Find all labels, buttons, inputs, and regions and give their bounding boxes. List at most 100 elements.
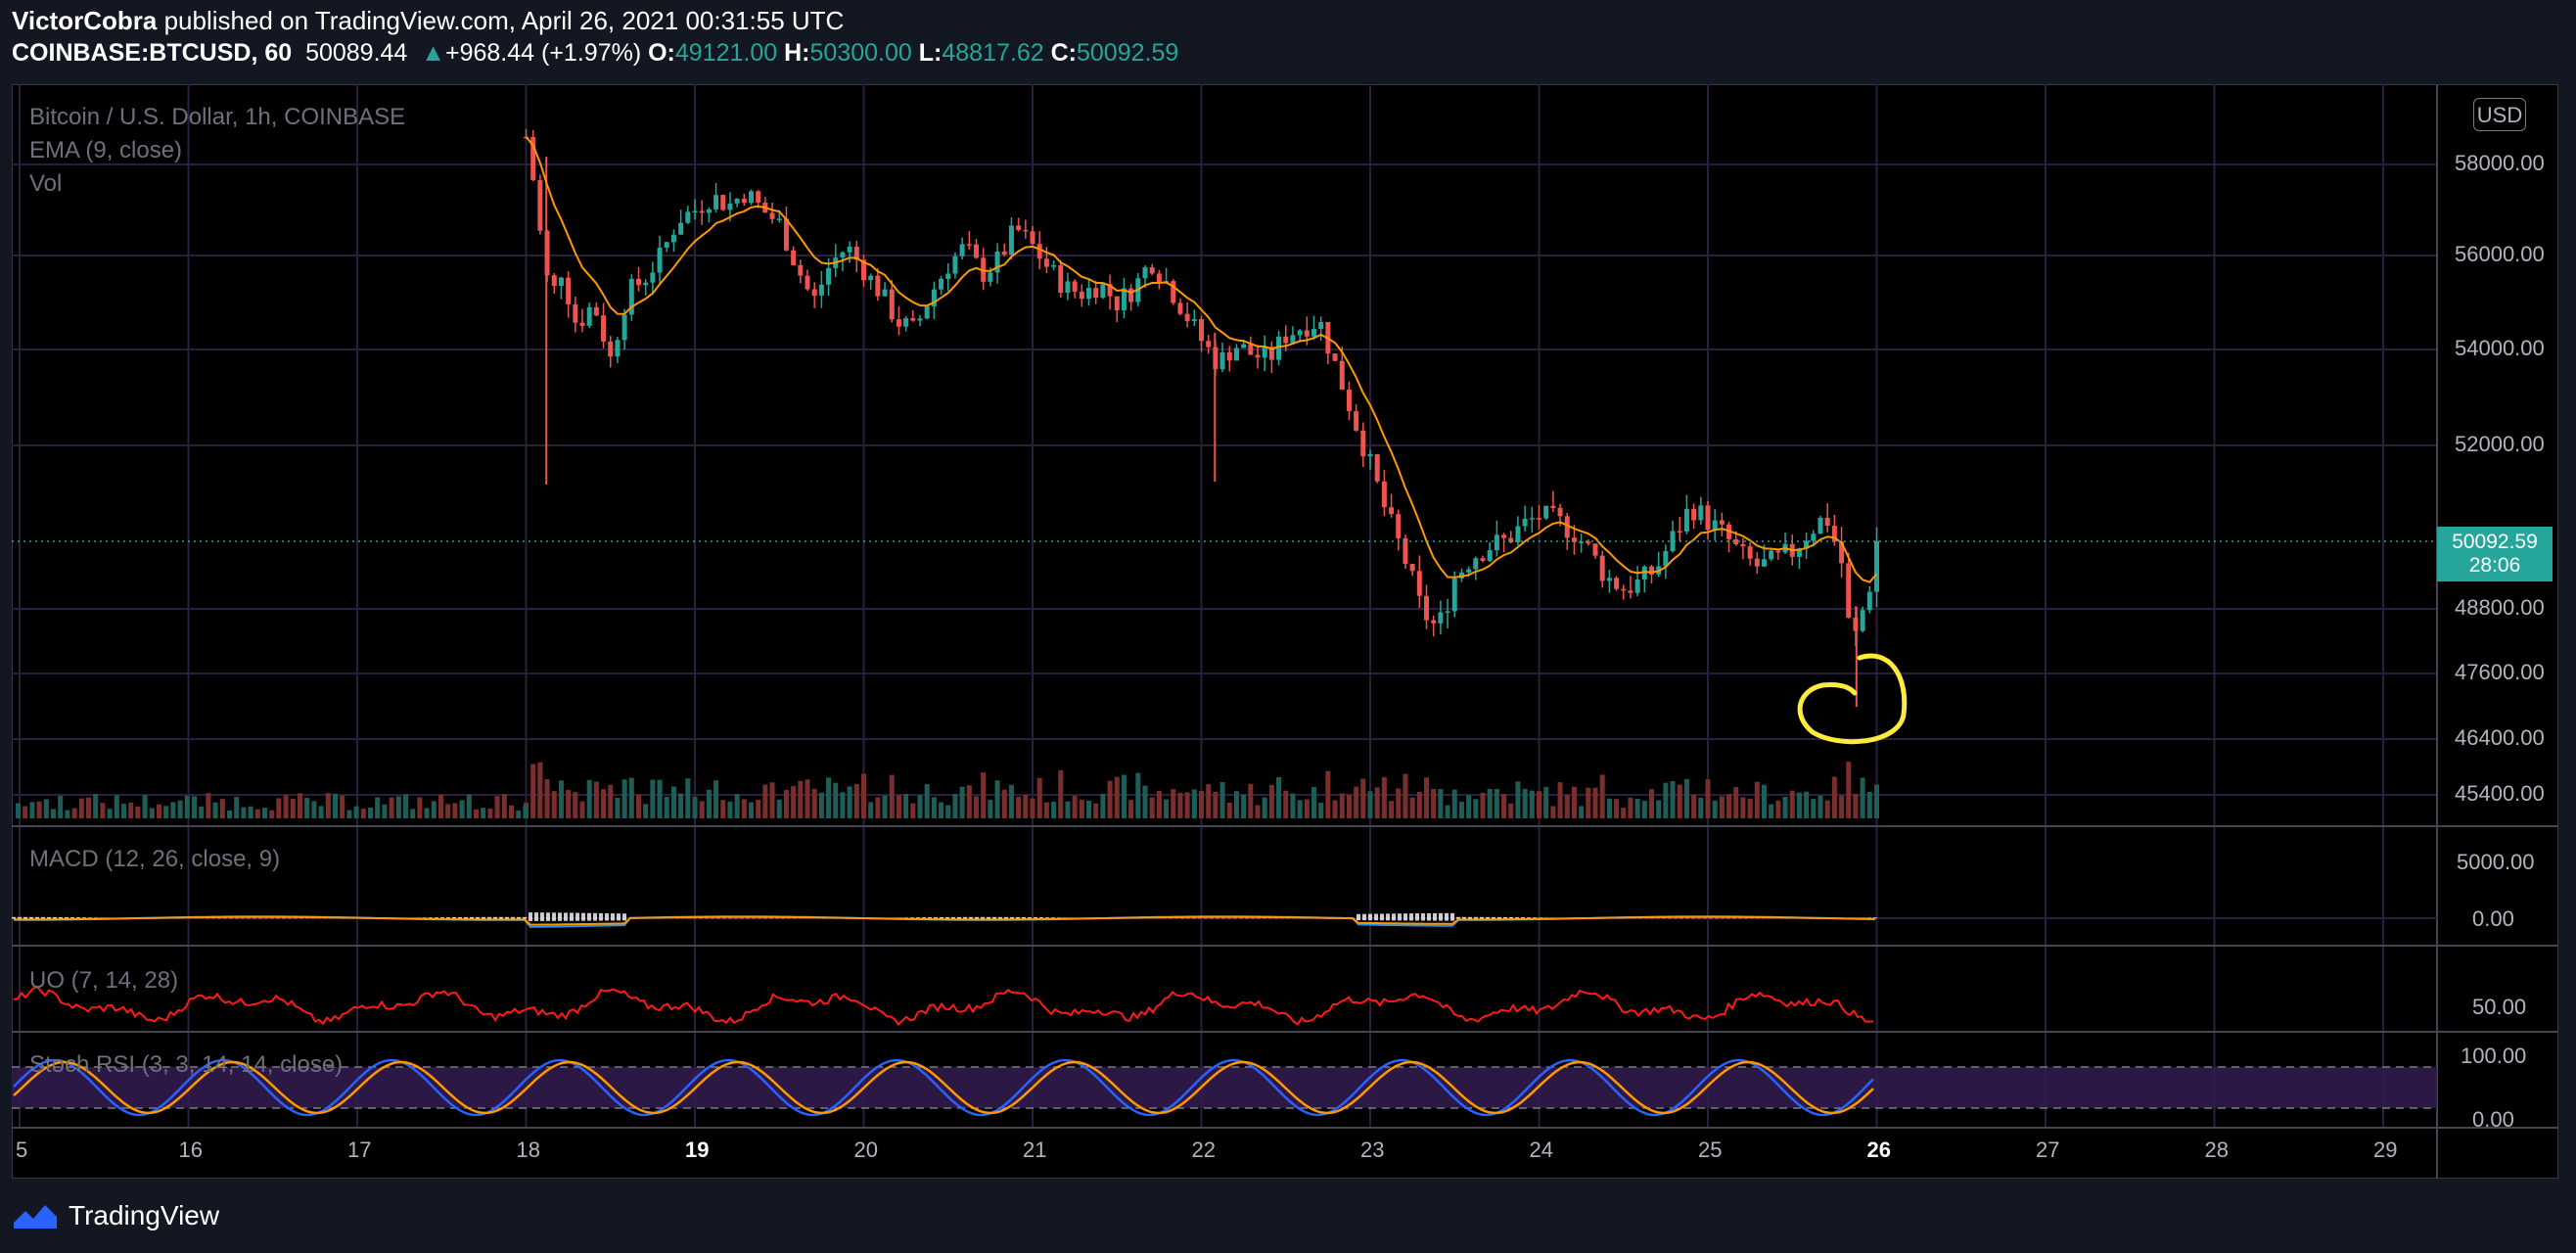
candle-body [853,247,859,260]
candle-body [1866,591,1872,611]
volume-bar [699,801,705,818]
publish-info: VictorCobra published on TradingView.com… [12,6,844,36]
volume-bar [1381,776,1387,818]
candle-body [657,248,663,273]
candle-body [1001,252,1007,255]
candle-body [1550,505,1556,508]
volume-bar [1219,781,1225,818]
volume-bar [798,780,804,818]
macd-histogram-bar [253,916,256,919]
volume-bar [1072,795,1078,818]
volume-bar [952,793,958,818]
volume-bar [1023,795,1029,818]
volume-bar [1431,788,1437,818]
candle-body [692,210,698,213]
candle-body [1614,578,1620,589]
macd-histogram-bar [552,912,556,921]
candle-body [1262,347,1267,358]
volume-bar [1297,800,1303,818]
candle-body [903,318,909,327]
volume-bar [811,788,817,818]
author-name[interactable]: VictorCobra [12,6,158,35]
macd-histogram-bar [235,916,239,919]
macd-histogram-bar [1245,916,1249,919]
macd-histogram-bar [981,916,985,919]
uo-legend[interactable]: UO (7, 14, 28) [29,967,179,994]
macd-legend[interactable]: MACD (12, 26, close, 9) [29,846,281,872]
macd-histogram-bar [470,916,474,919]
candle-body [734,199,740,204]
candle-body [1121,288,1127,310]
current-price-value: 50092.59 [2452,531,2538,553]
volume-bar [1086,800,1091,818]
macd-histogram-bar [59,916,63,919]
macd-histogram-bar [435,917,438,919]
candle-body [1030,231,1035,245]
macd-histogram-bar [487,916,491,919]
candle-body [931,289,937,307]
volume-bar [1458,802,1464,818]
macd-histogram-bar [476,916,480,919]
candle-body [1268,347,1274,360]
candle-body [1184,313,1190,321]
stoch-legend[interactable]: Stoch RSI (3, 3, 14, 14, close) [29,1051,344,1078]
macd-histogram-bar [76,917,80,919]
volume-bar [234,797,240,818]
volume-bar [1445,805,1450,818]
candle-body [1839,541,1845,564]
macd-histogram-bar [1398,913,1402,921]
volume-bar [170,802,176,818]
volume-bar [1107,780,1113,818]
volume-bar [1663,782,1669,818]
volume-bar [1171,789,1176,818]
low-label: L: [918,39,943,67]
candle-body [1804,540,1810,549]
candle-body [1079,291,1084,300]
vol-legend[interactable]: Vol [29,170,63,197]
footer-brand[interactable]: TradingView [12,1200,219,1231]
chart-frame[interactable] [12,84,2558,1179]
macd-histogram-bar [617,913,621,921]
volume-bar [128,802,134,818]
volume-bar [1065,801,1071,818]
ema-legend[interactable]: EMA (9, close) [29,137,183,163]
volume-bar [1311,786,1316,818]
volume-bar [1030,798,1035,818]
macd-histogram-bar [734,916,738,919]
candle-body [1494,534,1499,551]
candle-body [1811,534,1817,541]
macd-histogram-bar [581,912,585,921]
volume-bar [1740,797,1746,818]
currency-button[interactable]: USD [2473,98,2526,131]
macd-histogram-bar [1703,916,1707,919]
macd-histogram-bar [1233,916,1237,919]
candle-body [939,278,944,290]
volume-bar [685,778,691,818]
candle-body [798,264,804,276]
candle-body [749,191,754,204]
candle-body [994,252,1000,273]
volume-bar [1670,780,1676,818]
volume-bar [1142,785,1148,818]
price-axis-label: 48800.00 [2455,595,2545,620]
macd-histogram-bar [23,916,27,919]
macd-histogram-bar [1221,916,1225,919]
macd-histogram-bar [29,916,33,919]
last-price: 50089.44 [305,39,408,67]
candle-body [875,275,881,297]
candle-body [1304,330,1310,337]
macd-histogram-bar [558,912,562,921]
candle-body [1226,351,1232,361]
volume-bar [1001,789,1007,818]
volume-bar [1592,787,1598,818]
volume-bar [1537,791,1541,818]
volume-bar [1339,793,1345,818]
volume-bar [1424,777,1429,818]
volume-bar [1733,787,1739,818]
macd-histogram-bar [1450,912,1454,921]
candle-body [1817,517,1823,534]
candle-body [670,234,676,243]
macd-histogram-bar [746,916,750,919]
volume-bar [325,793,331,818]
